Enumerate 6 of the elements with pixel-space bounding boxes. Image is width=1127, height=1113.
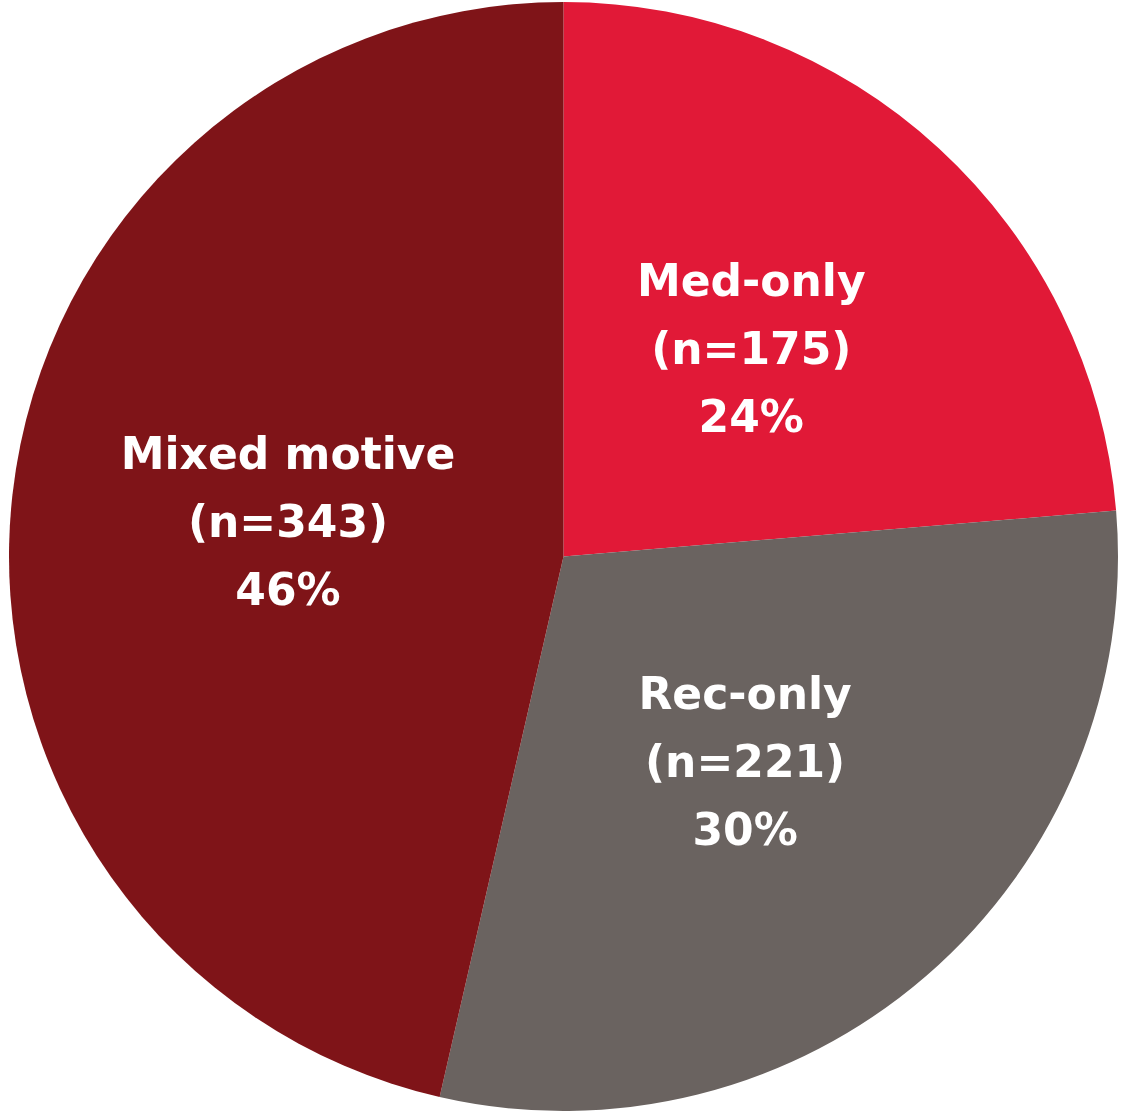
slice-label: Med-only [636, 254, 866, 306]
data-label: (n=221) 30% [644, 736, 846, 856]
data-label: (n=343) 46% [187, 495, 389, 615]
data-label: (n=175) 24% [651, 322, 852, 442]
slice-label: Rec-only [638, 668, 852, 720]
slice-label: Mixed motive [120, 427, 456, 479]
